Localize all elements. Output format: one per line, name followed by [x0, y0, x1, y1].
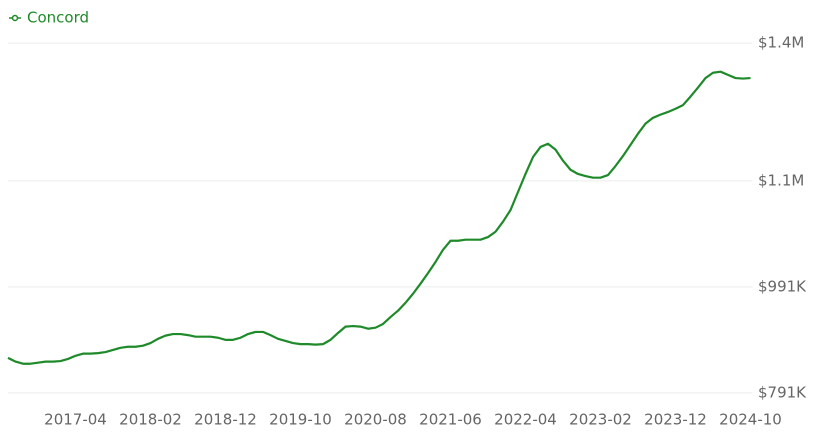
y-tick-label: $991K	[758, 277, 807, 295]
legend-label: Concord	[27, 9, 89, 27]
y-tick-label: $1.4M	[758, 34, 804, 52]
x-tick-label: 2021-06	[419, 411, 482, 429]
x-tick-label: 2023-02	[569, 411, 632, 429]
y-tick-label: $1.1M	[758, 171, 804, 189]
x-tick-label: 2019-10	[269, 411, 332, 429]
x-tick-label: 2024-10	[719, 411, 782, 429]
x-tick-label: 2023-12	[644, 411, 707, 429]
line-series	[7, 70, 751, 365]
x-tick-label: 2020-08	[344, 411, 407, 429]
legend: Concord	[9, 9, 89, 27]
x-tick-label: 2018-12	[194, 411, 257, 429]
y-tick-label: $791K	[758, 383, 807, 401]
x-tick-label: 2018-02	[119, 411, 182, 429]
legend-icon	[11, 14, 19, 22]
x-tick-label: 2022-04	[494, 411, 557, 429]
x-tick-label: 2017-04	[44, 411, 107, 429]
